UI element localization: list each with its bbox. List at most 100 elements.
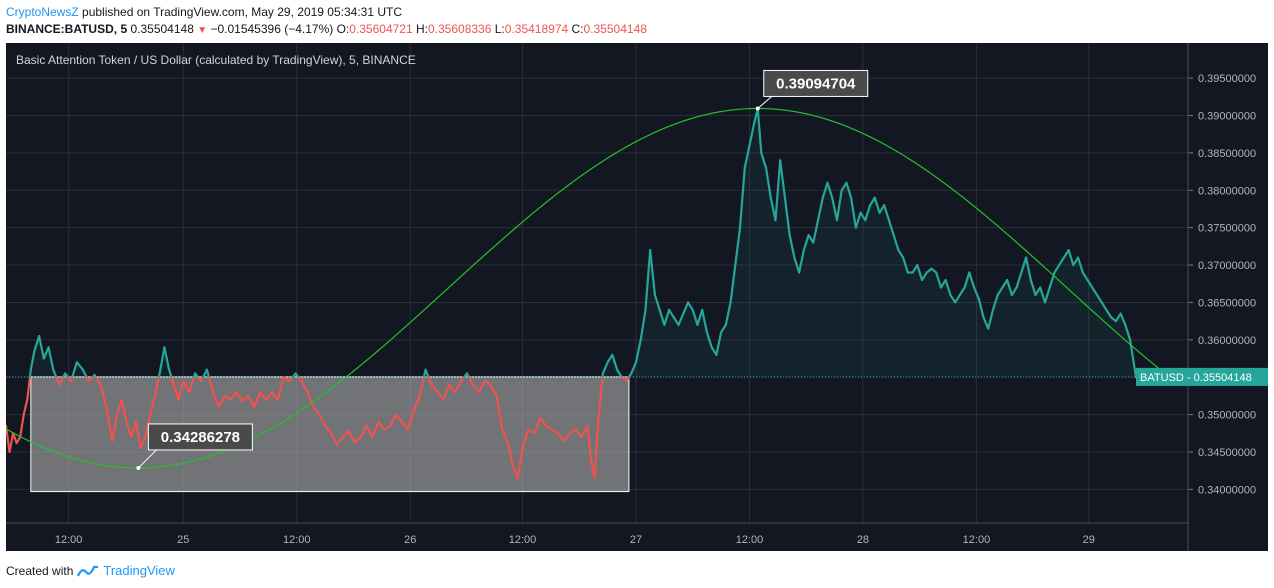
data-point xyxy=(921,279,923,281)
series-segment xyxy=(611,353,619,371)
data-point xyxy=(586,425,589,427)
data-point xyxy=(1011,294,1013,296)
series-segment xyxy=(276,376,285,401)
series-segment xyxy=(897,249,905,259)
data-point xyxy=(5,425,7,427)
series-segment xyxy=(701,308,709,334)
data-point xyxy=(701,309,703,311)
series-segment xyxy=(793,256,801,274)
data-point xyxy=(472,384,474,386)
series-segment xyxy=(149,394,157,416)
data-point xyxy=(1077,256,1079,259)
series-segment xyxy=(798,249,805,274)
data-point xyxy=(1129,339,1131,341)
series-segment xyxy=(954,293,961,304)
data-point xyxy=(1039,286,1041,289)
data-point xyxy=(807,234,810,236)
series-segment xyxy=(873,196,881,214)
data-point xyxy=(682,313,684,315)
series-segment xyxy=(94,375,102,386)
data-point xyxy=(602,372,604,375)
series-segment xyxy=(705,331,713,349)
series-segment xyxy=(1081,271,1089,282)
series-segment xyxy=(223,394,232,401)
data-point xyxy=(419,395,421,397)
series-segment xyxy=(658,308,666,326)
data-point xyxy=(902,256,904,259)
series-segment xyxy=(720,323,727,334)
series-segment xyxy=(883,204,891,222)
series-segment xyxy=(158,346,166,375)
last-price: 0.35504148 xyxy=(130,22,194,36)
data-point xyxy=(527,428,530,431)
series-segment xyxy=(1024,256,1032,282)
series-segment xyxy=(521,428,530,450)
y-tick-label: 0.36000000 xyxy=(1198,335,1256,347)
data-point xyxy=(654,294,656,296)
series-segment xyxy=(1058,256,1065,267)
series-segment xyxy=(562,432,571,442)
data-point xyxy=(594,477,596,479)
data-point xyxy=(926,271,928,274)
series-segment xyxy=(394,413,404,424)
data-point xyxy=(635,361,637,363)
data-point xyxy=(194,372,196,375)
x-tick-label: 27 xyxy=(630,534,642,546)
series-segment xyxy=(580,424,589,439)
series-segment xyxy=(634,338,642,364)
data-point xyxy=(789,234,791,236)
series-segment xyxy=(615,368,623,378)
data-point xyxy=(1044,301,1046,304)
series-segment xyxy=(427,375,433,386)
series-segment xyxy=(1119,312,1127,326)
data-point xyxy=(888,219,890,221)
data-point xyxy=(259,391,261,393)
data-point xyxy=(125,421,128,423)
series-segment xyxy=(691,308,699,326)
series-segment xyxy=(241,394,250,403)
data-point xyxy=(149,413,151,416)
series-segment xyxy=(477,379,486,394)
data-point xyxy=(836,219,838,221)
data-point xyxy=(121,399,123,401)
series-segment xyxy=(845,181,853,199)
series-segment xyxy=(774,159,782,222)
series-segment xyxy=(170,375,175,386)
x-tick-label: 26 xyxy=(404,534,416,546)
publisher-link[interactable]: CryptoNewsZ xyxy=(6,5,79,19)
data-point xyxy=(247,395,249,397)
series-segment xyxy=(365,424,374,439)
series-segment xyxy=(1006,278,1013,297)
data-point xyxy=(348,430,350,432)
series-segment xyxy=(19,413,25,439)
highlight-range-box xyxy=(30,376,630,493)
data-point xyxy=(1025,256,1027,259)
sine-curve xyxy=(5,107,1165,469)
data-point xyxy=(330,432,332,434)
data-point xyxy=(99,384,102,386)
data-point xyxy=(711,346,713,348)
data-point xyxy=(706,331,708,333)
series-segment xyxy=(130,420,138,439)
data-point xyxy=(135,421,137,423)
data-point xyxy=(935,271,937,274)
open-value: 0.35604721 xyxy=(349,22,413,36)
series-segment xyxy=(501,428,510,446)
series-segment xyxy=(550,428,560,435)
chart-container[interactable]: 0.39500000 0.39000000 0.38500000 0.38000000… xyxy=(4,43,1268,551)
data-point xyxy=(734,264,736,266)
data-point xyxy=(883,204,885,206)
series-segment xyxy=(887,219,895,237)
tradingview-link[interactable]: TradingView xyxy=(103,563,175,578)
data-point xyxy=(1001,286,1004,289)
data-point xyxy=(997,294,999,296)
price-change: −0.01545396 (−4.17%) xyxy=(210,22,334,36)
series-segment xyxy=(816,196,824,222)
series-segment xyxy=(312,406,321,416)
x-tick-label: 28 xyxy=(857,534,869,546)
series-segment xyxy=(489,383,498,397)
data-point xyxy=(1049,286,1051,289)
series-segment xyxy=(1076,256,1084,274)
price-chart[interactable]: 0.39500000 0.39000000 0.38500000 0.38000000… xyxy=(4,43,1268,551)
data-point xyxy=(168,369,170,371)
